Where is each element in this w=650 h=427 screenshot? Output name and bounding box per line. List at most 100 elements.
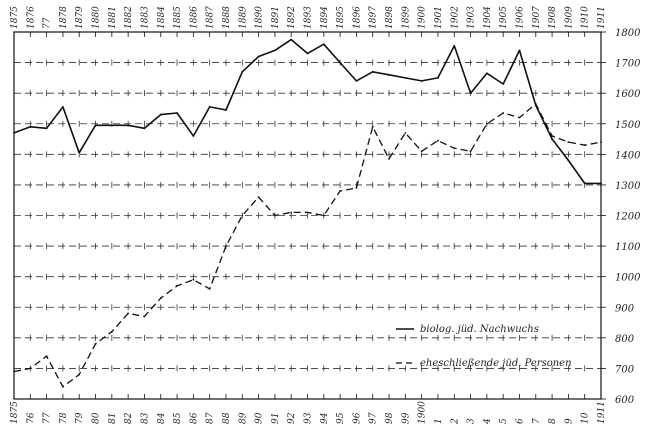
x-tick-label-top: 1882 <box>124 6 134 29</box>
x-tick-label-bottom: 87 <box>206 412 216 424</box>
x-tick-label-bottom: 88 <box>222 412 232 424</box>
data-point <box>583 182 586 185</box>
x-tick-label-top: 1886 <box>189 6 199 29</box>
legend-label-dashed: eheschließende jüd. Personen <box>420 358 572 369</box>
x-tick-label-top: 1891 <box>271 6 281 29</box>
x-tick-label-top: 1907 <box>532 6 542 29</box>
x-tick-label-top: 1880 <box>92 6 102 29</box>
x-tick-label-bottom: 96 <box>352 412 362 424</box>
data-point <box>388 158 390 160</box>
data-point <box>225 245 227 247</box>
x-tick-label-top: 1894 <box>320 6 330 29</box>
data-point <box>241 214 244 217</box>
y-tick-label: 900 <box>615 303 635 314</box>
x-tick-label-bottom: 98 <box>385 412 395 424</box>
y-tick-label: 1800 <box>615 28 641 39</box>
data-point <box>339 61 342 64</box>
x-tick-label-top: 1884 <box>157 6 167 29</box>
x-tick-label-bottom: 99 <box>401 412 411 424</box>
data-point <box>257 196 260 199</box>
x-tick-label-top: 1881 <box>108 6 118 29</box>
data-point <box>127 312 130 315</box>
data-point <box>110 330 113 333</box>
x-tick-label-top: 1909 <box>564 6 574 29</box>
data-point <box>94 124 97 127</box>
x-tick-label-bottom: 93 <box>304 412 314 424</box>
data-point <box>13 370 15 373</box>
x-tick-label-bottom: 5 <box>499 418 509 424</box>
data-point <box>469 92 472 95</box>
x-tick-label-top: 1910 <box>581 6 591 29</box>
data-point <box>192 135 195 137</box>
data-point <box>355 187 358 189</box>
data-point <box>534 102 537 105</box>
x-axis-bottom-labels: 1875 76 77 78 79 80 81 82 83 84 85 86 87 88 89 90 91 92 93… <box>10 394 607 425</box>
x-tick-label-top: 1908 <box>548 6 558 29</box>
x-tick-label-top: 1890 <box>255 6 265 29</box>
data-point <box>404 132 407 134</box>
x-tick-label-bottom: 80 <box>92 412 102 424</box>
data-point <box>306 52 309 55</box>
x-tick-label-bottom: 10 <box>581 412 591 424</box>
x-tick-label-top: 77 <box>43 17 53 29</box>
x-tick-label-top: 1904 <box>483 6 493 29</box>
x-tick-label-top: 1895 <box>336 6 346 29</box>
data-point <box>551 138 553 140</box>
y-axis-labels: 600 700 800 900 1000 1100 1200 1300 1400 1500 1600… <box>601 28 641 406</box>
data-point <box>600 141 602 144</box>
x-tick-label-bottom: 1911 <box>597 401 607 424</box>
legend: biolog. jüd. Nachwuchs eheschließende jü… <box>396 324 572 369</box>
data-point <box>502 112 505 114</box>
legend-label-solid: biolog. jüd. Nachwuchs <box>420 324 539 335</box>
x-tick-label-top: 1889 <box>238 6 248 29</box>
data-point <box>241 70 244 73</box>
data-point <box>420 150 423 153</box>
data-point <box>225 109 227 111</box>
x-tick-label-top: 1878 <box>59 6 69 29</box>
data-point <box>469 150 472 153</box>
x-tick-label-top: 1888 <box>222 6 232 29</box>
y-tick-label: 1500 <box>615 120 641 131</box>
data-point <box>551 135 553 137</box>
x-tick-label-bottom: 81 <box>108 413 118 424</box>
x-tick-label-bottom: 95 <box>336 412 346 424</box>
x-tick-label-bottom: 76 <box>26 412 36 424</box>
x-tick-label-top: 1905 <box>499 6 509 29</box>
x-tick-label-bottom: 86 <box>189 412 199 424</box>
data-point <box>518 116 521 119</box>
x-tick-label-top: 1883 <box>140 6 150 29</box>
data-point <box>127 124 130 127</box>
data-point <box>485 122 488 125</box>
y-tick-label: 1300 <box>615 181 641 192</box>
y-tick-label: 1000 <box>615 273 641 284</box>
data-point <box>453 44 456 47</box>
x-tick-label-top: 1885 <box>173 6 183 29</box>
x-tick-label-bottom: 2 <box>450 418 460 425</box>
x-tick-label-top: 1876 <box>26 6 36 29</box>
x-tick-label-bottom: 84 <box>157 412 167 424</box>
data-point <box>208 106 211 108</box>
data-point <box>600 182 602 185</box>
x-tick-label-bottom: 85 <box>173 412 183 424</box>
data-point <box>176 284 178 287</box>
series-group <box>13 38 602 388</box>
data-point <box>159 113 162 116</box>
x-tick-label-top: 1902 <box>450 6 460 29</box>
data-point <box>502 83 505 85</box>
data-point <box>78 151 81 154</box>
x-tick-label-top: 1903 <box>467 6 477 29</box>
x-tick-label-top: 1898 <box>385 6 395 29</box>
data-point <box>306 211 309 214</box>
x-tick-label-bottom: 97 <box>369 412 379 424</box>
x-tick-label-bottom: 83 <box>140 412 150 424</box>
x-tick-label-bottom: 6 <box>515 418 525 424</box>
y-tick-label: 1100 <box>615 242 641 253</box>
data-point <box>388 73 390 76</box>
x-tick-label-top: 1900 <box>418 6 428 29</box>
x-tick-label-top: 1893 <box>304 6 314 29</box>
x-tick-label-bottom: 79 <box>75 412 85 424</box>
data-point <box>322 214 325 217</box>
data-point <box>583 144 586 147</box>
data-point <box>143 127 146 130</box>
